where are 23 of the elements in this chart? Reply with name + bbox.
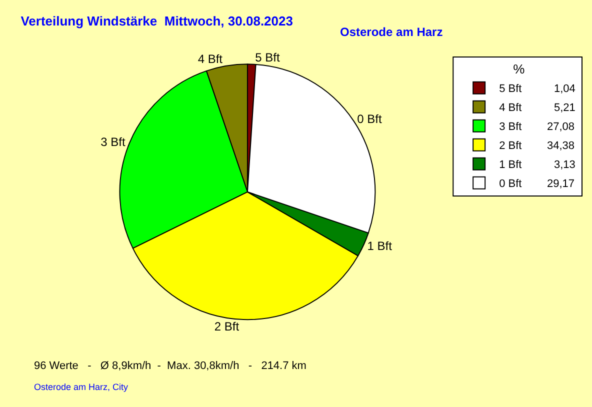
data-label: 34,38 [547,140,575,152]
text: 96 Werte - Ø 8,9km/h - Max. 30,8km/h - 214.7 km [34,360,306,372]
text: Osterode am Harz, City [34,382,129,392]
slice-label: 3 Bft [100,134,126,149]
legend-label: 3 Bft [499,121,522,134]
legend-title: % [513,61,526,76]
legend-label: 4 Bft [499,102,522,114]
data-label: 1,04 [554,83,576,95]
legend-label: 5 Bft [499,83,522,96]
slice-label: 5 Bft [255,50,280,64]
chart-subtitle: Osterode am Harz [340,25,443,39]
legend-label: 2 Bft [499,140,522,152]
data-label: 5,21 [554,102,576,114]
slice-label: 1 Bft [367,238,393,253]
data-label: 29,17 [547,178,575,190]
chart-title: Verteilung Windstärke Mittwoch, 30.08.2023 [20,13,293,28]
data-label: 3,13 [554,159,576,171]
legend-label: 0 Bft [499,178,522,190]
data-label: 27,08 [547,121,575,133]
slice-label: 4 Bft [198,52,224,66]
legend-label: 1 Bft [499,159,522,172]
slice-label: 2 Bft [214,320,240,334]
slice-label: 0 Bft [357,112,382,126]
